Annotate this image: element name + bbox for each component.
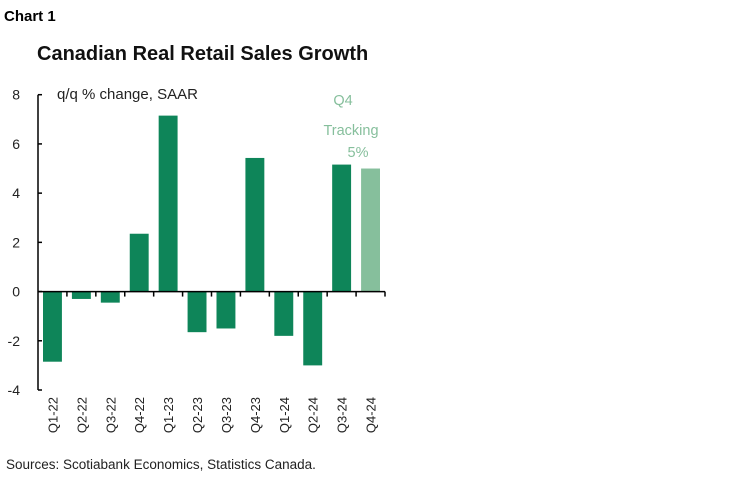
y-tick-label: 6 [12,136,20,152]
y-axis-label: q/q % change, SAAR [57,86,198,103]
source-note: Sources: Scotiabank Economics, Statistic… [6,457,316,472]
bar-q1-22 [43,291,62,362]
y-tick-label: 8 [12,87,20,103]
bar-q3-23 [216,291,236,329]
y-tick-label: -2 [8,333,21,349]
x-tick-label: Q2-24 [306,397,321,433]
chart-title: Canadian Real Retail Sales Growth [37,43,369,65]
bar-q2-22 [71,291,91,299]
x-tick-label: Q1-24 [277,397,292,433]
bar-q1-24 [274,291,294,336]
x-tick-label: Q2-23 [190,397,205,433]
tracking-annotation: Q4 [333,93,352,109]
bar-q2-23 [187,291,207,333]
y-tick-label: -4 [8,382,21,398]
bar-q3-22 [100,291,120,303]
x-tick-label: Q4-22 [132,397,147,433]
bar-q2-24 [303,291,323,366]
x-tick-label: Q2-22 [74,397,89,433]
chart-number: Chart 1 [4,8,56,25]
bar-q4-24 [361,168,380,292]
tracking-annotation: Tracking [323,123,378,139]
x-tick-label: Q3-22 [103,397,118,433]
x-tick-label: Q3-24 [335,397,350,433]
tracking-annotation: 5% [348,145,369,161]
y-tick-label: 4 [12,185,20,201]
y-tick-label: 0 [12,284,20,300]
bar-q4-22 [129,233,149,292]
bar-q3-24 [332,164,352,292]
x-tick-label: Q4-24 [364,397,379,433]
bar-q4-23 [245,157,265,292]
bar-q1-23 [158,115,178,292]
y-tick-label: 2 [12,234,20,250]
x-tick-label: Q1-23 [161,397,176,433]
x-tick-label: Q3-23 [219,397,234,433]
x-tick-label: Q1-22 [45,397,60,433]
x-tick-label: Q4-23 [248,397,263,433]
